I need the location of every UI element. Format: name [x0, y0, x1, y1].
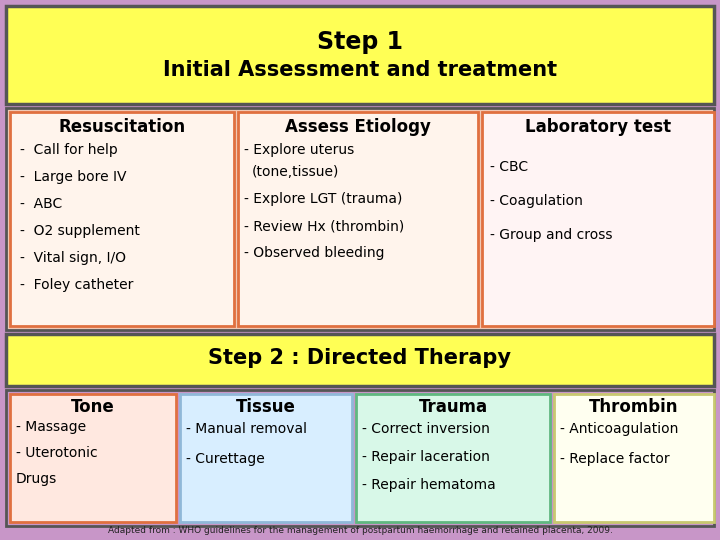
Text: Tone: Tone	[71, 398, 115, 416]
Text: - Review Hx (thrombin): - Review Hx (thrombin)	[244, 219, 404, 233]
Text: - Anticoagulation: - Anticoagulation	[560, 422, 678, 436]
Text: Step 2 : Directed Therapy: Step 2 : Directed Therapy	[209, 348, 511, 368]
Bar	[6, 390, 714, 526]
Bar	[238, 112, 478, 326]
Bar	[10, 112, 234, 326]
Text: Laboratory test: Laboratory test	[525, 118, 671, 136]
Text: -  O2 supplement: - O2 supplement	[20, 224, 140, 238]
Text: - Manual removal: - Manual removal	[186, 422, 307, 436]
Text: - Observed bleeding: - Observed bleeding	[244, 246, 384, 260]
Bar	[6, 108, 714, 330]
Text: Thrombin: Thrombin	[589, 398, 679, 416]
Text: -  Large bore IV: - Large bore IV	[20, 170, 127, 184]
Text: - Explore LGT (trauma): - Explore LGT (trauma)	[244, 192, 402, 206]
Bar	[554, 394, 714, 522]
Text: - Repair hematoma: - Repair hematoma	[362, 478, 496, 492]
Text: Resuscitation: Resuscitation	[58, 118, 186, 136]
Text: -  Foley catheter: - Foley catheter	[20, 278, 133, 292]
Text: - Replace factor: - Replace factor	[560, 452, 670, 466]
Text: - Explore uterus: - Explore uterus	[244, 143, 354, 157]
Text: Trauma: Trauma	[418, 398, 487, 416]
Text: - Curettage: - Curettage	[186, 452, 265, 466]
Text: -  ABC: - ABC	[20, 197, 62, 211]
Text: -  Vital sign, I/O: - Vital sign, I/O	[20, 251, 126, 265]
Bar	[10, 394, 176, 522]
Text: - Coagulation: - Coagulation	[490, 194, 583, 208]
Text: - Correct inversion: - Correct inversion	[362, 422, 490, 436]
Text: Drugs: Drugs	[16, 472, 58, 486]
Bar	[482, 112, 714, 326]
Text: - Massage: - Massage	[16, 420, 86, 434]
Text: - CBC: - CBC	[490, 160, 528, 174]
Text: Assess Etiology: Assess Etiology	[285, 118, 431, 136]
Bar	[180, 394, 352, 522]
Text: - Group and cross: - Group and cross	[490, 228, 613, 242]
Bar	[356, 394, 550, 522]
Text: Initial Assessment and treatment: Initial Assessment and treatment	[163, 60, 557, 80]
Text: Adapted from : WHO guidelines for the management of postpartum haemorrhage and r: Adapted from : WHO guidelines for the ma…	[107, 526, 613, 535]
Text: (tone,tissue): (tone,tissue)	[252, 165, 339, 179]
Text: - Repair laceration: - Repair laceration	[362, 450, 490, 464]
Text: Tissue: Tissue	[236, 398, 296, 416]
Text: -  Call for help: - Call for help	[20, 143, 118, 157]
Text: Step 1: Step 1	[317, 30, 403, 54]
Bar	[6, 334, 714, 386]
Bar	[6, 6, 714, 104]
Text: - Uterotonic: - Uterotonic	[16, 446, 98, 460]
